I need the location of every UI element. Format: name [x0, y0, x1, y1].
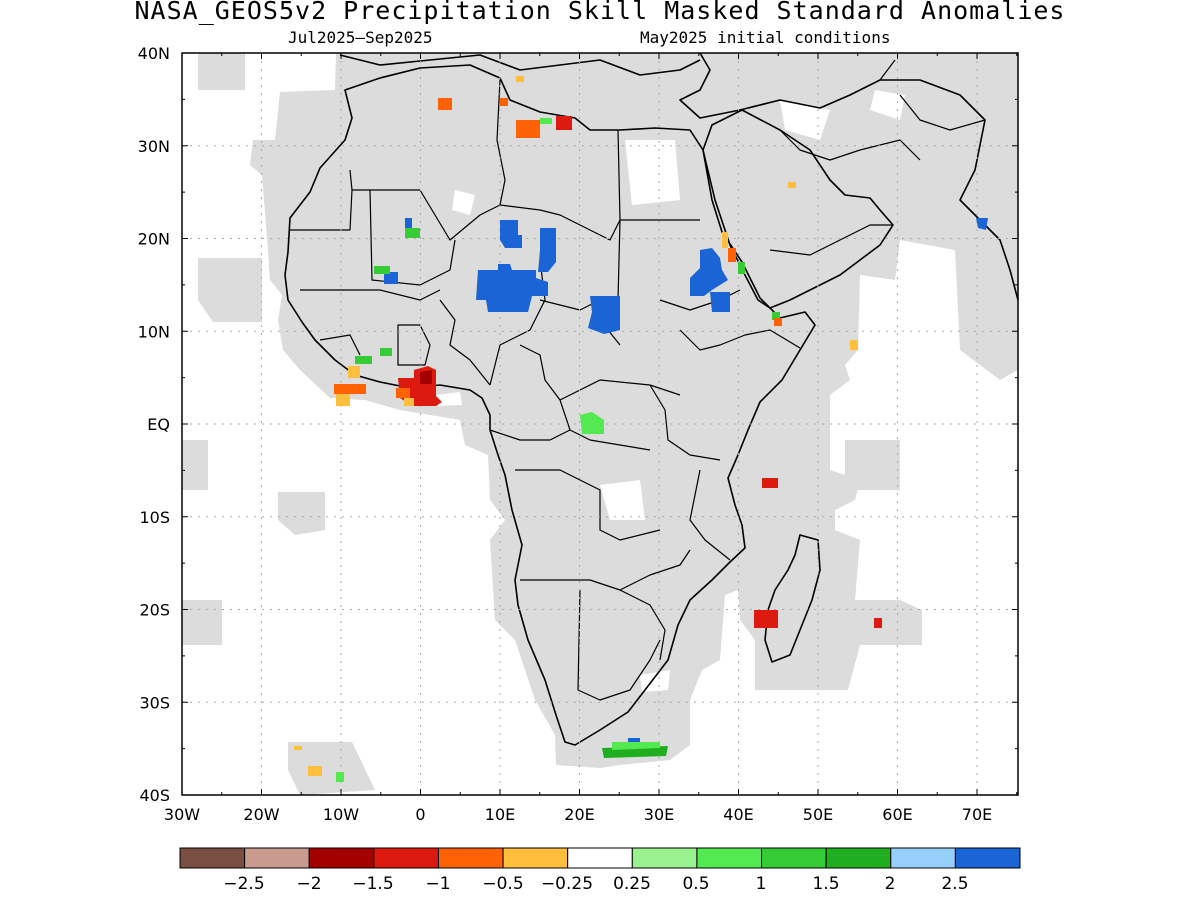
- lat-label: 30N: [138, 137, 170, 156]
- initial-conditions: May2025 initial conditions: [640, 28, 891, 47]
- mask-st-helena: [278, 492, 325, 535]
- lon-label: 30E: [644, 805, 674, 824]
- arabia-coast: [702, 109, 894, 309]
- forecast-period: Jul2025–Sep2025: [288, 28, 433, 47]
- colorbar-swatch: [631, 847, 698, 869]
- skill-mask-layer: [182, 53, 1018, 795]
- colorbar-swatch: [761, 847, 827, 869]
- lat-label: EQ: [147, 415, 170, 434]
- lon-label: 70E: [962, 805, 992, 824]
- colorbar-swatch: [179, 847, 246, 869]
- mask-cape-verde: [198, 258, 262, 322]
- colorbar-swatch: [373, 847, 439, 869]
- colorbar-label: 1: [756, 874, 767, 894]
- colorbar-label: −0.5: [482, 874, 523, 894]
- dry-anomalies: [294, 76, 882, 776]
- lon-tick-labels: 30W 20W 10W 0 10E 20E 30E 40E 50E 60E 70…: [164, 805, 992, 824]
- tick-marks: [181, 52, 1018, 796]
- lon-label: 60E: [882, 805, 912, 824]
- colorbar-label: 0.25: [613, 874, 651, 894]
- asia-borders: [769, 59, 986, 256]
- africa-coastline: [284, 64, 816, 746]
- colorbar-swatch: [437, 847, 504, 869]
- colorbar-label: −1.5: [352, 874, 393, 894]
- mediterranean-north: [339, 54, 701, 76]
- lat-label: 20S: [139, 601, 170, 620]
- colorbar-labels: −2.5 −2 −1.5 −1 −0.5 −0.25 0.25 0.5 1 1.…: [223, 874, 968, 894]
- lon-label: 10E: [485, 805, 515, 824]
- colorbar-label: 1.5: [812, 874, 839, 894]
- colorbar-swatch: [244, 847, 310, 869]
- colorbar-label: 2.5: [941, 874, 968, 894]
- colorbar-swatch: [696, 847, 763, 869]
- green-anomalies: [336, 118, 780, 782]
- lon-label: 30W: [164, 805, 200, 824]
- map-title: NASA_GEOS5v2 Precipitation Skill Masked …: [134, 0, 1066, 25]
- colorbar-label: 0.5: [682, 874, 709, 894]
- lon-label: 20E: [564, 805, 594, 824]
- colorbar-label: 2: [885, 874, 896, 894]
- lon-label: 40E: [723, 805, 753, 824]
- lon-label: 10W: [323, 805, 359, 824]
- colorbar-label: −0.25: [541, 874, 593, 894]
- anomaly-patches: [294, 76, 988, 782]
- mask-africa-eurasia: [250, 53, 1018, 768]
- colorbar-swatch: [308, 847, 375, 869]
- lat-label: 40N: [138, 44, 170, 63]
- colorbar-swatch: [954, 847, 1021, 869]
- mask-canary-region: [198, 53, 245, 90]
- mask-tristan: [288, 742, 375, 795]
- lat-label: 10S: [139, 508, 170, 527]
- mask-west-atlantic: [182, 440, 208, 490]
- lat-label: 30S: [139, 693, 170, 712]
- colorbar-swatch: [890, 847, 956, 869]
- mask-south-atlantic-w: [182, 600, 222, 645]
- colorbar-label: −1: [425, 874, 450, 894]
- colorbar-swatch: [567, 847, 633, 869]
- madagascar: [764, 534, 821, 663]
- lat-tick-labels: 40N 30N 20N 10N EQ 10S 20S 30S 40S: [138, 44, 170, 805]
- lat-label: 10N: [138, 322, 170, 341]
- colorbar: [179, 847, 1021, 869]
- mask-mascarene: [845, 440, 900, 490]
- colorbar-label: −2.5: [223, 874, 264, 894]
- lon-label: 20W: [243, 805, 279, 824]
- colorbar-swatch: [825, 847, 892, 869]
- lon-label: 0: [415, 805, 425, 824]
- colorbar-swatch: [502, 847, 569, 869]
- lat-label: 20N: [138, 230, 170, 249]
- lat-label: 40S: [139, 786, 170, 805]
- colorbar-label: −2: [296, 874, 321, 894]
- lon-label: 50E: [803, 805, 833, 824]
